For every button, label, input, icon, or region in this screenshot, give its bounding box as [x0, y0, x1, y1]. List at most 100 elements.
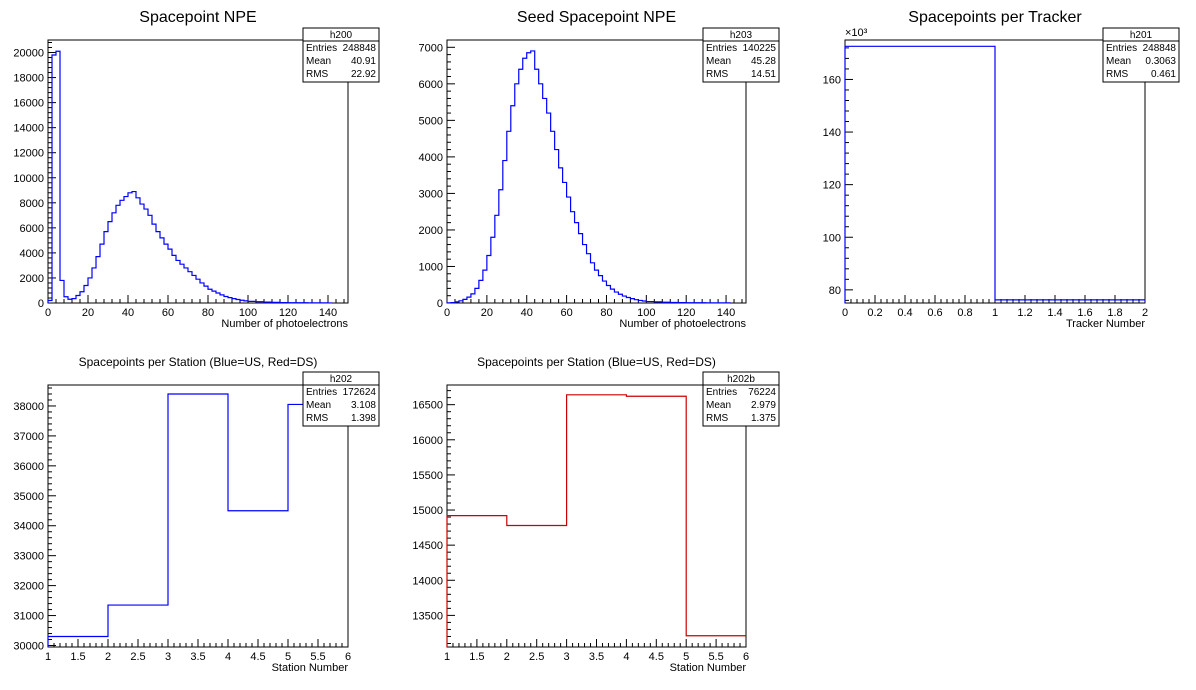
stats-value: 248848	[343, 43, 377, 54]
x-tick-label: 1.4	[1047, 307, 1062, 319]
stats-label: RMS	[706, 413, 729, 424]
x-tick-label: 2	[105, 651, 111, 663]
chart-title: Spacepoints per Station (Blue=US, Red=DS…	[477, 355, 716, 369]
x-tick-label: 3	[564, 651, 570, 663]
stats-value: 22.92	[351, 69, 376, 80]
y-tick-label: 140	[823, 127, 841, 139]
stats-value: 1.375	[751, 413, 776, 424]
x-tick-label: 5.5	[310, 651, 325, 663]
stats-value: 248848	[1143, 43, 1177, 54]
histogram-panel-5: Spacepoints per Station (Blue=US, Red=DS…	[412, 355, 780, 674]
x-tick-label: 120	[677, 307, 695, 319]
histogram-panel-1: Spacepoint NPE 0 20 40 60 80 100 120 140 0 2000 400…	[13, 9, 380, 330]
y-tick-label: 35000	[13, 491, 44, 503]
stats-label: Mean	[306, 56, 331, 67]
x-tick-label: 4.5	[250, 651, 265, 663]
stats-value: 0.461	[1151, 69, 1176, 80]
x-tick-label: 2.5	[529, 651, 544, 663]
y-tick-label: 2000	[20, 273, 44, 285]
stats-label: Entries	[706, 387, 737, 398]
stats-label: Mean	[306, 400, 331, 411]
stats-label: RMS	[306, 413, 329, 424]
x-tick-label: 0	[444, 307, 450, 319]
x-tick-label: 0	[842, 307, 848, 319]
y-tick-label: 30000	[13, 641, 44, 653]
y-tick-label: 14000	[412, 575, 443, 587]
stats-box: h203 Entries 140225 Mean 45.28 RMS 14.51	[702, 27, 780, 83]
x-tick-label: 120	[279, 307, 297, 319]
x-tick-label: 4.5	[649, 651, 664, 663]
stats-name: h203	[730, 30, 753, 41]
x-tick-label: 0.4	[897, 307, 912, 319]
y-tick-label: 16000	[412, 435, 443, 447]
y-tick-label: 7000	[419, 42, 443, 54]
stats-label: RMS	[706, 69, 729, 80]
x-tick-label: 0	[45, 307, 51, 319]
histogram-panel-2: Seed Spacepoint NPE 0 20 40 60 80 100 120 140 0 10…	[419, 9, 780, 330]
y-tick-label: 0	[38, 298, 44, 310]
x-tick-label: 2	[504, 651, 510, 663]
x-tick-label: 0.8	[957, 307, 972, 319]
y-tick-label: 15000	[412, 505, 443, 517]
x-tick-label: 140	[717, 307, 735, 319]
x-tick-label: 1	[992, 307, 998, 319]
stats-box: h200 Entries 248848 Mean 40.91 RMS 22.92	[302, 27, 380, 83]
x-tick-label: 60	[162, 307, 174, 319]
stats-name: h200	[330, 30, 353, 41]
y-tick-label: 8000	[20, 198, 44, 210]
y-tick-label: 1000	[419, 261, 443, 273]
y-tick-label: 4000	[20, 248, 44, 260]
chart-title: Spacepoints per Station (Blue=US, Red=DS…	[79, 355, 318, 369]
x-tick-label: 40	[521, 307, 533, 319]
chart-title: Spacepoints per Tracker	[908, 9, 1082, 26]
x-tick-label: 2.5	[130, 651, 145, 663]
x-tick-label: 4	[225, 651, 231, 663]
x-tick-label: 3.5	[190, 651, 205, 663]
y-tick-label: 36000	[13, 461, 44, 473]
x-tick-label: 6	[345, 651, 351, 663]
histogram-series-1	[446, 50, 731, 304]
y-tick-label: 3000	[419, 188, 443, 200]
x-tick-label: 100	[239, 307, 257, 319]
y-tick-label: 120	[823, 180, 841, 192]
y-tick-label: 5000	[419, 115, 443, 127]
x-tick-label: 1.5	[469, 651, 484, 663]
x-tick-label: 40	[122, 307, 134, 319]
plot-frame	[47, 39, 349, 304]
x-tick-label: 80	[600, 307, 612, 319]
x-tick-label: 0.6	[927, 307, 942, 319]
histogram-series-1	[844, 45, 1145, 303]
stats-value: 1.398	[351, 413, 376, 424]
x-axis-title: Station Number	[272, 662, 349, 674]
y-tick-label: 2000	[419, 225, 443, 237]
y-tick-label: 0	[437, 298, 443, 310]
y-tick-label: 16500	[412, 400, 443, 412]
y-tick-label: 13500	[412, 610, 443, 622]
x-axis-title: Tracker Number	[1066, 318, 1145, 330]
stats-box: h202 Entries 172624 Mean 3.108 RMS 1.398	[302, 371, 380, 427]
histogram-series-1	[47, 393, 348, 647]
x-tick-label: 100	[637, 307, 655, 319]
x-tick-label: 3	[165, 651, 171, 663]
y-tick-label: 100	[823, 232, 841, 244]
y-tick-label: 6000	[20, 223, 44, 235]
y-tick-label: 15500	[412, 470, 443, 482]
y-tick-label: 4000	[419, 152, 443, 164]
y-tick-label: 33000	[13, 551, 44, 563]
stats-label: RMS	[1106, 69, 1129, 80]
stats-value: 45.28	[751, 56, 776, 67]
y-axis-exponent: ×10³	[845, 27, 868, 39]
stats-value: 172624	[343, 387, 377, 398]
y-tick-label: 18000	[13, 73, 44, 85]
x-tick-label: 1	[444, 651, 450, 663]
histogram-panel-3: Spacepoints per Tracker 0 0.2 0.4 0.6 0.8 1 1.2…	[823, 9, 1180, 330]
stats-value: 2.979	[751, 400, 776, 411]
x-tick-label: 3.5	[589, 651, 604, 663]
x-tick-label: 5	[683, 651, 689, 663]
x-tick-label: 5.5	[708, 651, 723, 663]
stats-value: 3.108	[351, 400, 376, 411]
x-tick-label: 1.2	[1017, 307, 1032, 319]
stats-box: h201 Entries 248848 Mean 0.3063 RMS 0.461	[1102, 27, 1180, 83]
y-tick-label: 20000	[13, 48, 44, 60]
stats-value: 76224	[748, 387, 776, 398]
